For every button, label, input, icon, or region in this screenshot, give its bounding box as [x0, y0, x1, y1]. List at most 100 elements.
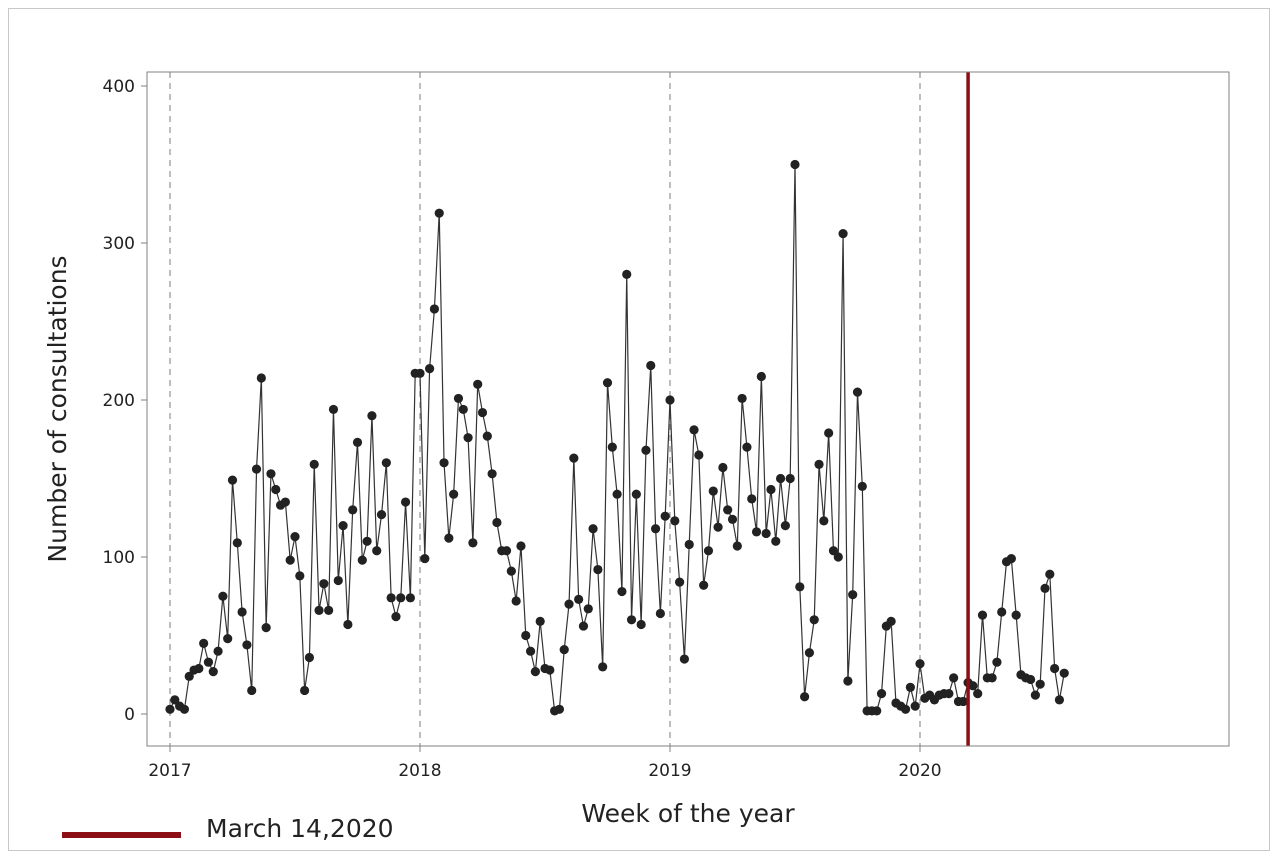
data-point: [473, 379, 483, 389]
data-point: [737, 393, 747, 404]
y-tick-label: 0: [124, 705, 135, 725]
data-point: [372, 546, 382, 556]
data-point: [819, 516, 829, 526]
data-point: [622, 269, 632, 279]
data-point: [1050, 663, 1060, 674]
data-point: [833, 552, 843, 562]
data-point: [631, 489, 641, 499]
data-point: [1006, 553, 1016, 564]
data-point: [958, 696, 968, 707]
data-point: [761, 528, 771, 539]
data-point: [170, 695, 180, 705]
data-point: [227, 475, 238, 485]
data-point: [800, 692, 810, 702]
data-point: [569, 453, 579, 463]
data-point: [675, 577, 685, 587]
data-point: [179, 704, 190, 714]
data-point: [626, 615, 637, 625]
data-point: [232, 538, 242, 548]
data-point: [237, 607, 247, 617]
data-point: [1040, 583, 1050, 594]
figure-frame: [8, 8, 1270, 851]
data-point: [1059, 668, 1069, 678]
data-point: [425, 364, 435, 374]
data-point: [295, 571, 305, 581]
data-point: [785, 473, 795, 484]
data-point: [444, 533, 454, 543]
x-tick-label: 2020: [898, 761, 941, 781]
data-point: [723, 505, 733, 515]
data-point: [910, 701, 920, 711]
y-tick-label: 400: [103, 77, 135, 97]
data-point: [564, 599, 574, 609]
data-point: [247, 685, 257, 696]
data-point: [439, 458, 449, 468]
data-point: [612, 489, 622, 499]
data-point: [492, 517, 502, 528]
data-point: [602, 378, 613, 388]
data-point: [453, 393, 464, 404]
x-tick-label: 2019: [648, 761, 691, 781]
data-point: [992, 657, 1002, 667]
data-point: [545, 665, 555, 675]
data-point: [694, 450, 704, 460]
data-series: [165, 72, 1069, 746]
data-point: [646, 360, 656, 371]
axes: 0 100 200 300 400 2017 2018 2019 2020: [103, 77, 942, 781]
data-point: [876, 688, 887, 699]
data-point: [184, 671, 194, 681]
data-point: [324, 605, 334, 615]
data-point: [915, 659, 925, 669]
data-point: [501, 546, 512, 556]
data-point: [367, 411, 377, 421]
data-point: [199, 638, 209, 648]
data-point: [381, 458, 391, 468]
data-point: [458, 404, 468, 415]
data-point: [343, 619, 353, 630]
data-point: [905, 682, 915, 692]
data-point: [742, 442, 752, 452]
data-point: [973, 688, 983, 699]
data-point: [588, 524, 598, 534]
data-point: [650, 524, 661, 534]
data-point: [766, 484, 776, 495]
data-point: [516, 541, 526, 551]
y-tick-label: 300: [103, 234, 135, 254]
data-point: [689, 425, 699, 435]
data-point: [487, 469, 497, 479]
data-point: [747, 494, 757, 504]
data-point: [872, 706, 882, 716]
data-point: [352, 437, 363, 447]
data-point: [718, 462, 728, 473]
data-point: [468, 538, 478, 548]
data-point: [699, 580, 709, 590]
legend-label: March 14,2020: [206, 814, 394, 843]
data-point: [434, 208, 444, 218]
data-point: [968, 681, 978, 691]
data-point: [1011, 610, 1021, 620]
data-point: [386, 593, 396, 603]
data-point: [607, 442, 617, 452]
x-tick-label: 2017: [148, 761, 191, 781]
series-line: [169, 164, 1065, 712]
data-point: [391, 612, 401, 622]
data-point: [583, 604, 593, 614]
data-point: [223, 634, 233, 644]
data-point: [703, 546, 714, 556]
data-point: [775, 473, 786, 484]
data-point: [256, 373, 266, 383]
data-point: [684, 539, 694, 550]
data-point: [1035, 679, 1045, 689]
reference-lines: [169, 72, 921, 746]
data-point: [848, 590, 858, 600]
data-point: [376, 510, 387, 520]
data-point: [751, 527, 762, 537]
data-point: [655, 608, 665, 619]
plot-area: [146, 71, 1230, 747]
data-point: [477, 407, 488, 418]
data-point: [357, 555, 367, 565]
data-point: [944, 688, 954, 699]
data-point: [213, 646, 223, 656]
data-point: [300, 685, 310, 696]
data-point: [857, 481, 867, 491]
